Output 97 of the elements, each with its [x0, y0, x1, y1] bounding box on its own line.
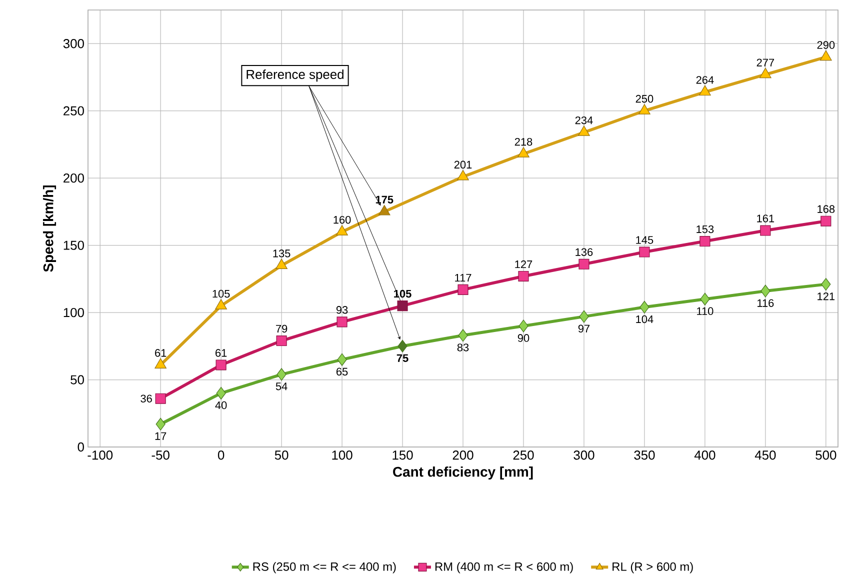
- data-label: 264: [696, 76, 714, 84]
- data-label: 61: [155, 349, 166, 357]
- data-label: 218: [514, 138, 532, 146]
- data-label: 54: [276, 382, 288, 390]
- x-tick-label: 250: [513, 450, 534, 460]
- data-label: 277: [756, 58, 774, 66]
- legend-label: RS (250 m <= R <= 400 m): [253, 562, 396, 574]
- point: [821, 278, 831, 291]
- point: [215, 299, 227, 310]
- data-label: 168: [818, 205, 835, 213]
- legend-label: RM (400 m <= R < 600 m): [435, 562, 573, 574]
- point: [156, 418, 166, 430]
- x-tick-label: 200: [452, 450, 474, 460]
- point: [578, 126, 590, 136]
- y-tick-label: 250: [64, 106, 84, 116]
- point: [458, 329, 468, 342]
- data-label: 160: [334, 216, 351, 224]
- data-label: 153: [696, 225, 714, 234]
- legend-label: RL (R > 600 m): [612, 562, 693, 574]
- data-label: 65: [336, 368, 348, 376]
- data-label: 61: [216, 349, 227, 357]
- x-tick-label: 300: [574, 450, 594, 460]
- point: [760, 284, 770, 298]
- data-label: 121: [818, 292, 835, 300]
- point: [699, 85, 711, 96]
- point: [276, 368, 286, 381]
- data-label: 83: [457, 344, 469, 352]
- point: [578, 258, 590, 270]
- point: [518, 147, 530, 158]
- data-label: 104: [636, 315, 654, 324]
- point: [458, 284, 468, 295]
- point: [820, 216, 832, 226]
- point: [638, 104, 650, 114]
- point: [336, 225, 348, 236]
- data-label: 105: [212, 290, 230, 298]
- data-label: 105: [394, 290, 412, 298]
- point: [518, 320, 528, 332]
- data-label: 97: [578, 324, 590, 332]
- point: [216, 386, 226, 400]
- data-label: 127: [515, 260, 532, 268]
- point: [397, 300, 408, 312]
- x-tick-label: 50: [274, 450, 288, 460]
- point: [700, 236, 710, 247]
- point: [276, 258, 288, 270]
- y-tick-label: 300: [63, 39, 84, 48]
- point: [639, 246, 650, 258]
- data-label: 161: [757, 214, 774, 222]
- data-label: 36: [140, 394, 152, 402]
- data-label: 145: [636, 236, 654, 244]
- x-tick-label: 450: [754, 450, 776, 460]
- data-label: 17: [155, 432, 166, 440]
- data-label: 90: [518, 334, 530, 342]
- data-label: 135: [273, 250, 290, 258]
- point: [216, 360, 226, 370]
- point: [518, 270, 529, 282]
- data-label: 110: [697, 307, 714, 316]
- data-label: 93: [336, 306, 348, 314]
- y-axis-title: Speed [km/h]: [43, 186, 56, 272]
- x-axis-title: Cant deficiency [mm]: [393, 466, 533, 480]
- x-tick-label: 400: [694, 450, 716, 460]
- point: [378, 204, 390, 216]
- point: [579, 310, 589, 323]
- point: [760, 225, 771, 236]
- point: [820, 50, 832, 61]
- data-label: 40: [215, 401, 227, 410]
- y-tick-label: 50: [70, 375, 84, 384]
- x-tick-label: 0: [218, 450, 224, 460]
- data-label: 117: [455, 274, 472, 282]
- data-label: 175: [376, 196, 394, 204]
- data-label: 234: [575, 116, 593, 124]
- x-tick-label: 100: [332, 450, 352, 460]
- x-tick-label: 150: [392, 450, 413, 460]
- point: [336, 316, 348, 328]
- x-tick-label: -50: [152, 450, 170, 460]
- x-tick-label: 500: [816, 450, 836, 460]
- x-tick-label: 350: [634, 450, 655, 460]
- data-label: 250: [636, 94, 654, 103]
- x-tick-label: -100: [88, 450, 113, 460]
- point: [276, 335, 287, 346]
- point: [398, 340, 408, 352]
- point: [337, 353, 347, 366]
- point: [155, 393, 166, 404]
- data-label: 290: [817, 41, 835, 49]
- annotation: Reference speed: [246, 70, 344, 82]
- point: [457, 170, 469, 180]
- y-tick-label: 0: [78, 442, 84, 452]
- data-label: 79: [276, 324, 288, 333]
- point: [760, 68, 772, 78]
- data-label: 75: [396, 354, 408, 362]
- data-label: 116: [758, 299, 774, 307]
- y-tick-label: 150: [64, 240, 84, 250]
- point: [700, 292, 710, 306]
- data-label: 136: [576, 248, 593, 256]
- point: [640, 300, 650, 314]
- data-label: 201: [454, 160, 472, 169]
- y-tick-label: 100: [64, 308, 84, 318]
- y-tick-label: 200: [64, 173, 84, 183]
